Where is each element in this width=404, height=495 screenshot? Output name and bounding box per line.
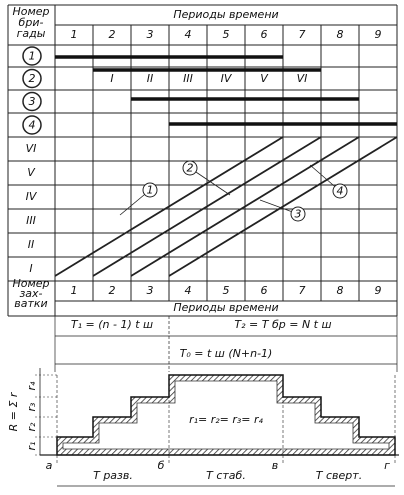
label: в bbox=[272, 459, 278, 472]
label: T₂ = T бр = N t ш bbox=[234, 318, 331, 331]
label: гады bbox=[17, 27, 46, 40]
label: Номер bbox=[12, 277, 49, 290]
label: VI bbox=[26, 142, 37, 155]
label: 9 bbox=[375, 28, 382, 41]
label: 8 bbox=[337, 284, 344, 297]
label: R = Σ r bbox=[7, 391, 20, 431]
line-circle bbox=[142, 182, 158, 198]
label: 6 bbox=[261, 28, 268, 41]
label: зах- bbox=[19, 287, 42, 300]
label: 7 bbox=[299, 284, 306, 297]
brigade-circle bbox=[22, 115, 42, 135]
label: 5 bbox=[223, 28, 230, 41]
label: ватки bbox=[14, 297, 47, 310]
label: I bbox=[29, 262, 32, 275]
label: V bbox=[260, 72, 269, 85]
label: T разв. bbox=[93, 469, 133, 482]
label: 7 bbox=[299, 28, 306, 41]
label: б bbox=[158, 459, 165, 472]
label: r₃ bbox=[25, 402, 38, 412]
label: Номер bbox=[12, 5, 49, 18]
label: VI bbox=[297, 72, 308, 85]
label: r₂ bbox=[25, 422, 38, 432]
line bbox=[54, 136, 284, 277]
label: 8 bbox=[337, 28, 344, 41]
label: бри- bbox=[19, 16, 44, 29]
label: IV bbox=[26, 190, 38, 203]
label: 9 bbox=[375, 284, 382, 297]
label: r₁= r₂= r₃= r₄ bbox=[189, 413, 263, 426]
label: III bbox=[26, 214, 36, 227]
label: 2 bbox=[109, 284, 116, 297]
label: а bbox=[46, 459, 53, 472]
line bbox=[130, 136, 360, 277]
line-circle bbox=[332, 183, 348, 199]
label: 6 bbox=[261, 284, 268, 297]
line bbox=[92, 136, 322, 277]
label: 2 bbox=[187, 162, 194, 175]
label: IV bbox=[221, 72, 233, 85]
label: III bbox=[183, 72, 193, 85]
label: 4 bbox=[29, 119, 36, 132]
label: 1 bbox=[71, 284, 78, 297]
label: T₀ = t ш (N+n-1) bbox=[180, 347, 273, 360]
line-circle bbox=[182, 160, 198, 176]
label: II bbox=[147, 72, 154, 85]
label: 4 bbox=[337, 185, 344, 198]
brigade-circle bbox=[22, 46, 42, 66]
label: r₄ bbox=[25, 381, 38, 391]
label: II bbox=[28, 238, 35, 251]
brigade-circle bbox=[22, 68, 42, 89]
label: 3 bbox=[29, 95, 36, 108]
label: T сверт. bbox=[316, 469, 362, 482]
label: T стаб. bbox=[206, 469, 246, 482]
label: r₁ bbox=[25, 442, 38, 451]
resource-inner bbox=[62, 380, 390, 450]
line bbox=[189, 167, 231, 196]
label: T₁ = (n - 1) t ш bbox=[71, 318, 153, 331]
label: I bbox=[110, 72, 113, 85]
label: 2 bbox=[29, 72, 36, 85]
label: Периоды времени bbox=[173, 301, 278, 314]
label: 1 bbox=[29, 50, 36, 63]
label: V bbox=[27, 166, 36, 179]
label: 4 bbox=[185, 284, 192, 297]
label: 5 bbox=[223, 284, 230, 297]
label: 3 bbox=[147, 284, 154, 297]
label: 3 bbox=[147, 28, 154, 41]
label: 3 bbox=[295, 208, 302, 221]
label: Периоды времени bbox=[173, 8, 278, 21]
brigade-circle bbox=[22, 91, 42, 112]
label: 1 bbox=[71, 28, 78, 41]
line bbox=[168, 136, 398, 277]
line-circle bbox=[290, 206, 306, 222]
label: 1 bbox=[147, 184, 154, 197]
label: г bbox=[384, 459, 390, 472]
label: 2 bbox=[109, 28, 116, 41]
label: 4 bbox=[185, 28, 192, 41]
